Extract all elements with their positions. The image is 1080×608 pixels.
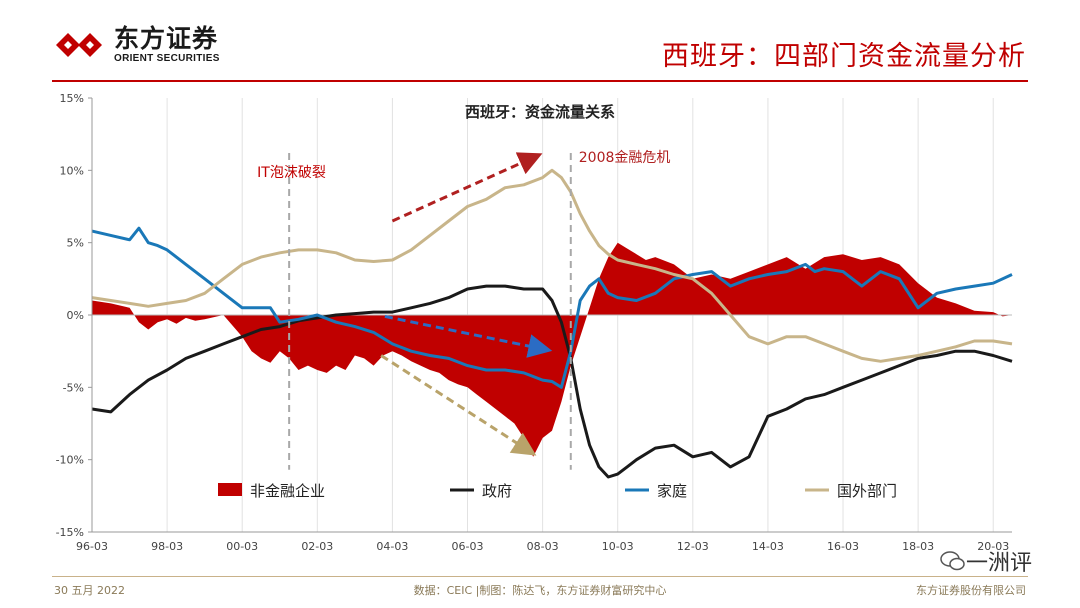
legend-label: 国外部门 bbox=[837, 482, 897, 500]
annotation-label: 2008金融危机 bbox=[579, 150, 671, 166]
legend-label: 家庭 bbox=[657, 482, 687, 500]
y-tick-label: -15% bbox=[56, 526, 84, 539]
annotation-label: IT泡沫破裂 bbox=[257, 165, 326, 181]
legend-label: 非金融企业 bbox=[250, 482, 325, 500]
x-tick-label: 20-03 bbox=[977, 540, 1009, 553]
brand-logo: 东方证券 ORIENT SECURITIES bbox=[52, 26, 220, 64]
watermark-text: 一洲评 bbox=[966, 551, 1033, 576]
trend-arrow-corporate bbox=[380, 354, 537, 456]
legend-swatch bbox=[218, 483, 242, 496]
y-tick-label: 0% bbox=[67, 309, 84, 322]
x-tick-label: 10-03 bbox=[602, 540, 634, 553]
x-tick-label: 08-03 bbox=[527, 540, 559, 553]
x-tick-label: 98-03 bbox=[151, 540, 183, 553]
footer-divider bbox=[52, 576, 1028, 577]
footer-company: 东方证券股份有限公司 bbox=[916, 584, 1026, 597]
x-tick-label: 02-03 bbox=[301, 540, 333, 553]
wechat-icon bbox=[940, 551, 965, 571]
series-line-国外部门 bbox=[91, 168, 1013, 363]
watermark: 一洲评 bbox=[940, 545, 1032, 577]
y-tick-label: 5% bbox=[67, 237, 84, 250]
trend-arrow-foreign bbox=[391, 152, 543, 223]
y-tick-label: 10% bbox=[60, 164, 84, 177]
y-tick-label: -10% bbox=[56, 454, 84, 467]
brand-name-en: ORIENT SECURITIES bbox=[114, 53, 220, 64]
footer-date: 30 五月 2022 bbox=[54, 584, 125, 597]
x-tick-label: 14-03 bbox=[752, 540, 784, 553]
chart-title: 西班牙：资金流量关系 bbox=[465, 103, 615, 121]
x-tick-label: 12-03 bbox=[677, 540, 709, 553]
page-title: 西班牙：四部门资金流量分析 bbox=[662, 41, 1026, 72]
x-tick-label: 18-03 bbox=[902, 540, 934, 553]
y-tick-label: 15% bbox=[60, 92, 84, 105]
footer-source: 数据：CEIC |制图：陈达飞，东方证券财富研究中心 bbox=[413, 584, 667, 597]
x-tick-label: 06-03 bbox=[452, 540, 484, 553]
x-tick-label: 00-03 bbox=[226, 540, 258, 553]
y-tick-label: -5% bbox=[63, 381, 84, 394]
legend-label: 政府 bbox=[482, 482, 512, 500]
orient-logo-icon bbox=[56, 33, 102, 57]
series-line-家庭 bbox=[91, 226, 1013, 389]
title-divider bbox=[52, 80, 1028, 82]
brand-name-cn: 东方证券 bbox=[114, 24, 219, 53]
x-tick-label: 16-03 bbox=[827, 540, 859, 553]
trend-arrow-household bbox=[384, 314, 553, 358]
x-tick-label: 04-03 bbox=[376, 540, 408, 553]
x-tick-label: 96-03 bbox=[76, 540, 108, 553]
